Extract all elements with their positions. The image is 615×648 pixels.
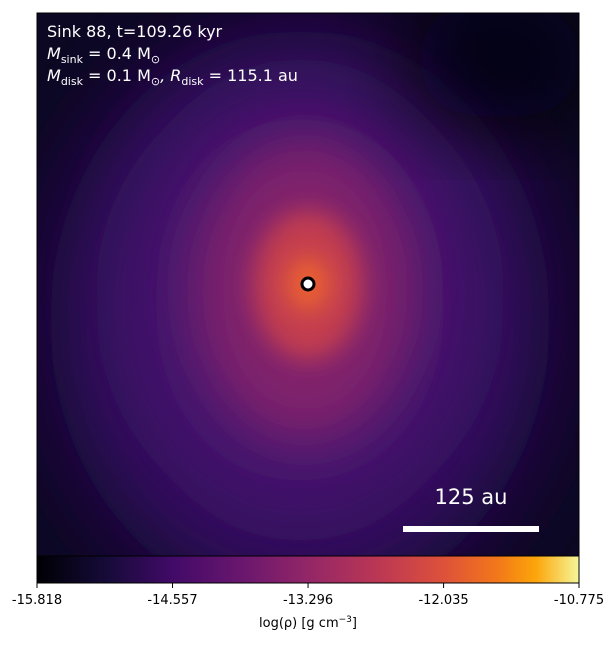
scale-bar-label: 125 au — [435, 485, 508, 509]
annotation-part: M — [47, 66, 61, 85]
tick-label: -12.035 — [418, 593, 468, 608]
annotation: Msink = 0.4 M⊙ — [47, 44, 160, 66]
annotation-part: , R — [160, 66, 181, 85]
annotation-part: = 115.1 au — [204, 66, 298, 85]
superscript: −3 — [339, 615, 352, 625]
colorbar-label: log(ρ) [g cm−3] — [259, 615, 357, 631]
annotation-part: Sink 88, t=109.26 kyr — [47, 22, 223, 41]
tick-label: -13.296 — [283, 593, 333, 608]
subscript: sink — [61, 53, 84, 66]
tick-label: -14.557 — [147, 593, 197, 608]
label-part: log(ρ) [g cm — [259, 616, 339, 631]
subscript: ⊙ — [151, 75, 160, 88]
tick-label: -10.775 — [554, 593, 604, 608]
subscript: disk — [61, 75, 84, 88]
density-map — [37, 13, 579, 556]
colorbar — [36, 555, 580, 584]
annotation-part: M — [47, 44, 61, 63]
subscript: ⊙ — [151, 53, 160, 66]
sink-marker — [300, 276, 316, 292]
annotation-part: = 0.1 M — [83, 66, 151, 85]
annotation-part: = 0.4 M — [83, 44, 151, 63]
tick-label: -15.818 — [12, 593, 62, 608]
colorbar-ticks: -15.818 -14.557 -13.296 -12.035 -10.775 — [12, 583, 604, 608]
annotation: Mdisk = 0.1 M⊙, Rdisk = 115.1 au — [47, 66, 298, 88]
subscript: disk — [181, 75, 204, 88]
label-part: ] — [352, 616, 357, 631]
annotation: Sink 88, t=109.26 kyr — [47, 22, 223, 41]
